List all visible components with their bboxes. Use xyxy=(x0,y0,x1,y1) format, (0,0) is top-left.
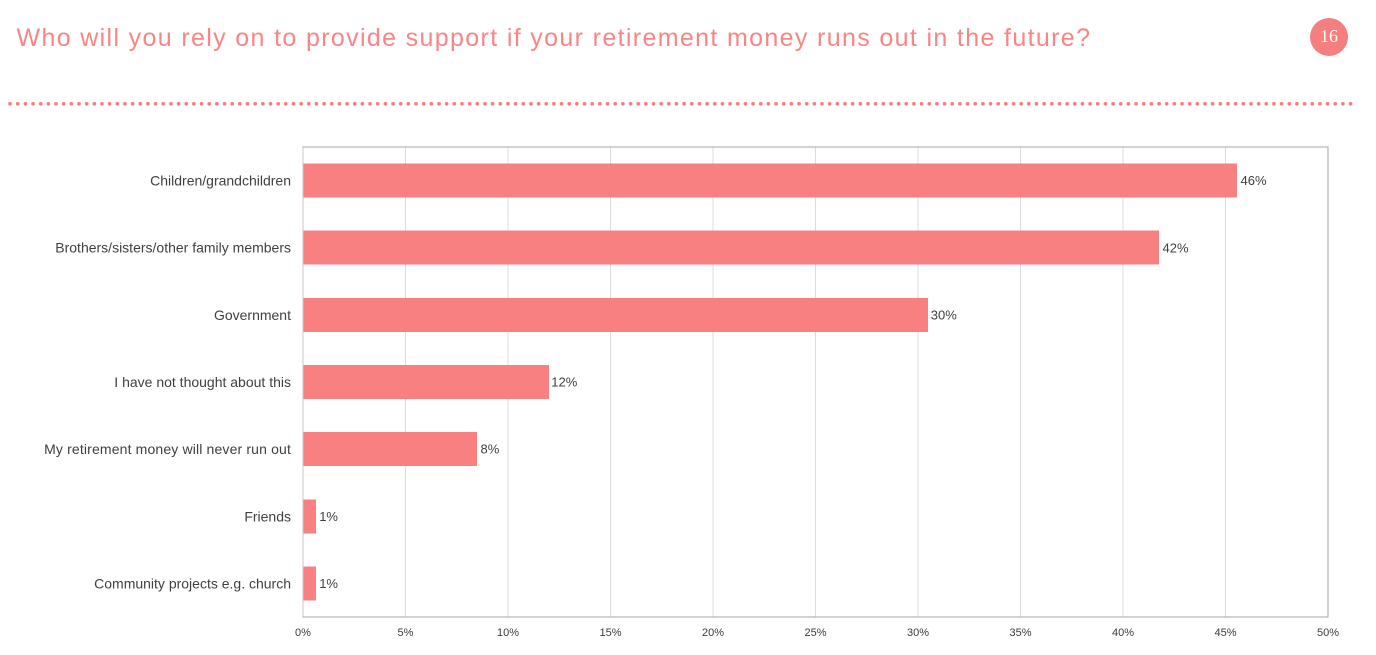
svg-text:Children/grandchildren: Children/grandchildren xyxy=(150,173,291,189)
svg-text:1%: 1% xyxy=(319,576,338,591)
svg-text:Friends: Friends xyxy=(244,508,291,524)
svg-text:12%: 12% xyxy=(551,375,577,390)
svg-text:8%: 8% xyxy=(481,442,500,457)
svg-text:0%: 0% xyxy=(295,627,311,639)
svg-text:I have not thought about this: I have not thought about this xyxy=(114,374,291,390)
svg-text:20%: 20% xyxy=(702,627,724,639)
svg-text:15%: 15% xyxy=(599,627,621,639)
svg-text:35%: 35% xyxy=(1009,627,1031,639)
svg-text:30%: 30% xyxy=(931,308,957,323)
svg-text:42%: 42% xyxy=(1163,240,1189,255)
svg-text:25%: 25% xyxy=(804,627,826,639)
svg-text:My retirement money will never: My retirement money will never run out xyxy=(44,441,291,457)
svg-text:45%: 45% xyxy=(1214,627,1236,639)
svg-text:40%: 40% xyxy=(1112,627,1134,639)
svg-text:46%: 46% xyxy=(1241,173,1267,188)
svg-text:1%: 1% xyxy=(319,509,338,524)
svg-text:Brothers/sisters/other family: Brothers/sisters/other family members xyxy=(55,240,291,256)
svg-text:10%: 10% xyxy=(497,627,519,639)
svg-text:Government: Government xyxy=(214,307,291,323)
svg-text:30%: 30% xyxy=(907,627,929,639)
svg-text:Community projects e.g. church: Community projects e.g. church xyxy=(94,575,291,591)
svg-text:5%: 5% xyxy=(398,627,414,639)
svg-text:50%: 50% xyxy=(1317,627,1339,639)
